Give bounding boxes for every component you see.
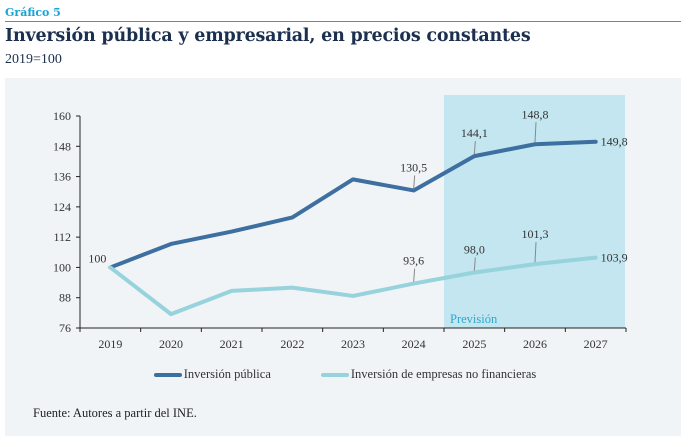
data-label: 149,8 [601, 135, 628, 149]
figure-label: Gráfico 5 [5, 6, 61, 19]
y-tick-label: 160 [53, 109, 71, 123]
y-tick-label: 136 [53, 170, 71, 184]
legend-swatch-public [153, 372, 182, 377]
legend-label-business: Inversión de empresas no financieras [350, 367, 537, 381]
y-tick-label: 76 [59, 321, 71, 335]
y-tick-label: 124 [53, 200, 71, 214]
legend-item-public: Inversión pública [153, 367, 271, 382]
label-leader [413, 175, 416, 189]
data-label: 130,5 [400, 160, 427, 174]
label-leader [534, 122, 537, 143]
legend: Inversión pública Inversión de empresas … [0, 367, 690, 382]
data-label: 98,0 [464, 242, 485, 256]
x-tick-label: 2019 [98, 337, 122, 351]
y-tick-label: 112 [53, 230, 71, 244]
y-tick-label: 100 [53, 260, 71, 274]
forecast-region [444, 95, 625, 328]
x-tick-label: 2023 [341, 337, 365, 351]
data-label: 101,3 [522, 227, 549, 241]
x-tick-label: 2026 [523, 337, 547, 351]
label-leader [534, 242, 537, 263]
x-tick-label: 2027 [584, 337, 608, 351]
x-tick-label: 2021 [220, 337, 244, 351]
data-label: 93,6 [403, 254, 424, 268]
legend-label-public: Inversión pública [183, 367, 271, 381]
data-label: 103,9 [601, 251, 628, 265]
label-leader [473, 141, 476, 155]
forecast-label: Previsión [450, 312, 498, 326]
data-label: 100 [88, 251, 106, 265]
data-label: 148,8 [522, 107, 549, 121]
legend-swatch-business [320, 372, 349, 377]
header-rule [5, 21, 681, 22]
source-note: Fuente: Autores a partir del INE. [33, 406, 197, 420]
x-tick-label: 2025 [462, 337, 486, 351]
x-tick-label: 2022 [280, 337, 304, 351]
x-tick-label: 2024 [402, 337, 426, 351]
x-tick-label: 2020 [159, 337, 183, 351]
data-label: 144,1 [461, 126, 488, 140]
label-leader [413, 268, 416, 282]
y-tick-label: 88 [59, 291, 71, 305]
y-tick-label: 148 [53, 139, 71, 153]
chart-title: Inversión pública y empresarial, en prec… [5, 26, 531, 46]
chart-subtitle: 2019=100 [5, 52, 62, 67]
label-leader [473, 257, 476, 271]
legend-item-business: Inversión de empresas no financieras [320, 367, 537, 382]
